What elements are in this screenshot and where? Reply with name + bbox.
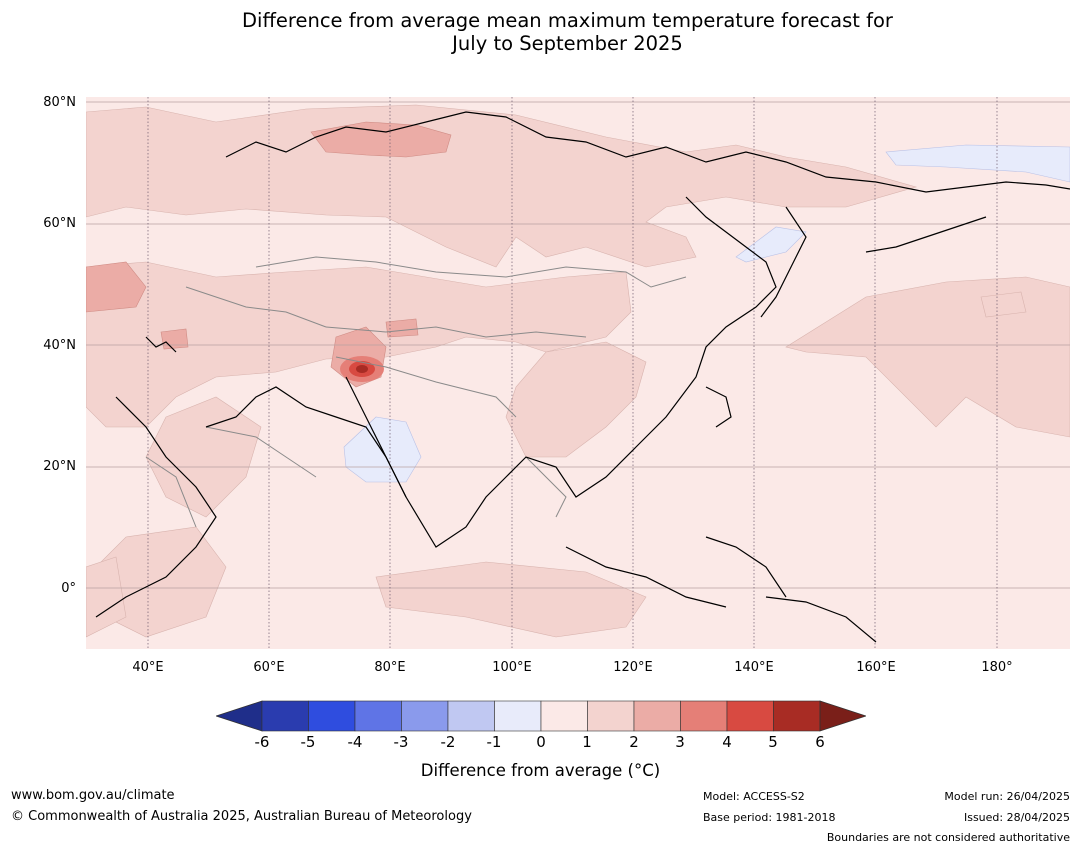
country-borders	[145, 256, 687, 528]
lat-label-40n: 40°N	[43, 338, 76, 353]
lon-label-160e: 160°E	[856, 660, 896, 675]
colorbar-segment	[401, 700, 449, 732]
colorbar-tick: 1	[582, 733, 592, 751]
colorbar-segment	[773, 700, 821, 732]
website-link[interactable]: www.bom.gov.au/climate	[11, 788, 175, 803]
colorbar-segment	[494, 700, 542, 732]
colorbar-segment	[726, 700, 774, 732]
latitude-gridlines	[86, 101, 1070, 589]
lat-label-20n: 20°N	[43, 459, 76, 474]
colorbar-tick: -1	[486, 733, 502, 751]
colorbar-tick: 0	[536, 733, 546, 751]
colorbar	[216, 700, 866, 732]
colorbar-segment	[354, 700, 402, 732]
model-run-text: Model run: 26/04/2025	[944, 790, 1070, 803]
colorbar-extend-low	[216, 700, 263, 732]
colorbar-tick: -6	[254, 733, 270, 751]
colorbar-tick: 3	[675, 733, 685, 751]
boundaries-note: Boundaries are not considered authoritat…	[826, 831, 1070, 844]
map-canvas	[86, 97, 1070, 649]
colorbar-segment	[587, 700, 635, 732]
colorbar-segment	[680, 700, 728, 732]
anomaly-hotspot	[340, 356, 384, 382]
colorbar-segment	[633, 700, 681, 732]
colorbar-tick: -3	[393, 733, 409, 751]
lat-label-0: 0°	[61, 581, 76, 596]
colorbar-tick: -5	[300, 733, 316, 751]
title-line-1: Difference from average mean maximum tem…	[242, 9, 893, 32]
lon-label-40e: 40°E	[132, 660, 164, 675]
lat-label-80n: 80°N	[43, 95, 76, 110]
lat-label-60n: 60°N	[43, 216, 76, 231]
colorbar-tick: 2	[629, 733, 639, 751]
temperature-anomaly-map	[86, 97, 1070, 649]
colorbar-tick: 6	[815, 733, 825, 751]
lon-label-120e: 120°E	[613, 660, 653, 675]
issued-text: Issued: 28/04/2025	[963, 811, 1070, 824]
lon-label-60e: 60°E	[253, 660, 285, 675]
colorbar-tick: 5	[768, 733, 778, 751]
colorbar-tick: 4	[722, 733, 732, 751]
colorbar-segment	[447, 700, 495, 732]
longitude-gridlines	[147, 97, 998, 649]
colorbar-segment	[261, 700, 309, 732]
coastlines	[95, 111, 1070, 643]
title-line-2: July to September 2025	[452, 32, 683, 55]
colorbar-segments	[216, 700, 866, 732]
lon-label-140e: 140°E	[734, 660, 774, 675]
map-title: Difference from average mean maximum tem…	[0, 9, 1081, 55]
model-text: Model: ACCESS-S2	[703, 790, 805, 803]
colorbar-tick: -2	[440, 733, 456, 751]
colorbar-extend-high	[819, 700, 866, 732]
copyright-text: © Commonwealth of Australia 2025, Austra…	[11, 809, 472, 824]
colorbar-segment	[540, 700, 588, 732]
lon-label-100e: 100°E	[492, 660, 532, 675]
colorbar-segment	[308, 700, 356, 732]
lon-label-180: 180°	[981, 660, 1013, 675]
base-period-text: Base period: 1981-2018	[703, 811, 836, 824]
anomaly-regions-plus1	[86, 104, 1070, 638]
colorbar-label: Difference from average (°C)	[420, 761, 661, 780]
lon-label-80e: 80°E	[374, 660, 406, 675]
colorbar-tick: -4	[347, 733, 363, 751]
